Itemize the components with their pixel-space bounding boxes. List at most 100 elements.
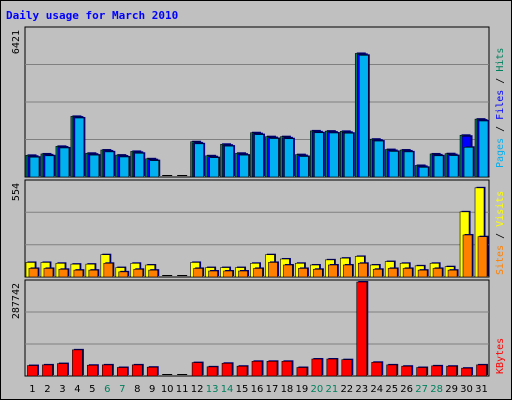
- bar-sites: [238, 270, 248, 278]
- x-tick-label: 26: [400, 384, 413, 395]
- x-tick-label: 13: [206, 384, 219, 395]
- x-tick-label: 15: [236, 384, 249, 395]
- bar-kbytes: [57, 363, 68, 377]
- chart-title: Daily usage for March 2010: [6, 9, 178, 22]
- bar-sites: [193, 268, 203, 278]
- x-tick-label: 28: [430, 384, 443, 395]
- x-tick-label: 31: [475, 384, 488, 395]
- bar-sites: [253, 268, 263, 278]
- bar-sites: [298, 268, 308, 278]
- bar-kbytes: [431, 365, 442, 377]
- x-tick-label: 17: [266, 384, 279, 395]
- bar-pages: [299, 156, 309, 178]
- bar-sites: [58, 268, 69, 278]
- legend-files: Files: [495, 90, 506, 120]
- side-legend: KBytes: [495, 338, 506, 374]
- bar-pages: [44, 155, 55, 178]
- x-tick-label: 19: [296, 384, 309, 395]
- bar-sites: [357, 262, 368, 278]
- bar-kbytes: [221, 362, 233, 377]
- bar-pages: [403, 151, 414, 178]
- bar-sites: [447, 269, 458, 278]
- legend-visits: Visits: [495, 191, 506, 227]
- bar-sites: [103, 262, 114, 278]
- bar-pages: [463, 146, 474, 178]
- bar-kbytes: [461, 367, 472, 377]
- x-tick-label: 4: [74, 384, 80, 395]
- bar-pages: [433, 155, 444, 178]
- bar-sites: [88, 269, 99, 278]
- legend-sites: Sites: [495, 245, 506, 275]
- x-tick-label: 24: [370, 384, 383, 395]
- bar-kbytes: [72, 349, 83, 377]
- bar-pages: [89, 154, 100, 178]
- x-tick-label: 21: [325, 384, 338, 395]
- bar-pages: [224, 145, 234, 178]
- bar-pages: [329, 132, 339, 178]
- x-tick-label: 6: [104, 384, 110, 395]
- chart-panels: 6421 Pages / Files / Hits 554 Sites / Visit…: [11, 26, 506, 377]
- bar-kbytes: [146, 366, 158, 377]
- x-tick-label: 22: [340, 384, 353, 395]
- x-tick-label: 1: [29, 384, 35, 395]
- bar-pages: [388, 151, 399, 178]
- x-tick-label: 23: [355, 384, 368, 395]
- bar-sites: [477, 236, 488, 278]
- bar-kbytes: [296, 367, 308, 377]
- bar-pages: [478, 120, 489, 178]
- bar-sites: [133, 268, 144, 278]
- bar-kbytes: [311, 358, 323, 377]
- bar-kbytes: [341, 359, 353, 377]
- bar-sites: [343, 264, 353, 278]
- bar-sites: [387, 268, 398, 278]
- bar-pages: [269, 138, 279, 178]
- bar-pages: [209, 157, 219, 178]
- legend-hits: Hits: [495, 48, 506, 72]
- bar-sites: [28, 268, 39, 278]
- panel-middle: 554 Sites / Visits: [11, 179, 506, 278]
- bar-kbytes: [266, 360, 278, 377]
- bar-pages: [284, 138, 294, 178]
- bar-kbytes: [116, 367, 128, 377]
- bar-kbytes: [87, 364, 98, 377]
- bar-kbytes: [446, 365, 457, 377]
- x-tick-label: 29: [445, 384, 458, 395]
- bar-pages: [74, 117, 85, 178]
- bar-kbytes: [401, 365, 412, 377]
- y-max-label: 6421: [11, 30, 22, 54]
- bar-sites: [73, 269, 84, 278]
- bar-sites: [268, 262, 278, 278]
- legend-pages: Pages: [495, 138, 506, 168]
- bar-sites: [148, 269, 159, 278]
- bar-kbytes: [281, 360, 293, 377]
- legend-separator: /: [495, 227, 506, 245]
- x-tick-label: 7: [119, 384, 125, 395]
- bar-kbytes: [236, 365, 248, 377]
- bar-sites: [432, 268, 443, 278]
- bar-kbytes: [191, 362, 203, 377]
- bar-pages: [448, 155, 459, 178]
- x-axis-labels: 1 2 3 4 5 6 7 8 9 10 11 12 13 14 15 16 17 18 19 20 21 22 23 24 2…: [29, 384, 488, 395]
- x-tick-label: 10: [161, 384, 174, 395]
- y-max-label: 554: [11, 183, 22, 201]
- bar-pages: [358, 54, 369, 178]
- x-tick-label: 30: [460, 384, 473, 395]
- bar-kbytes: [251, 360, 263, 377]
- y-max-label: 287742: [11, 283, 22, 319]
- bar-kbytes: [206, 366, 218, 377]
- legend-kbytes: KBytes: [495, 338, 506, 374]
- x-tick-label: 27: [415, 384, 428, 395]
- bar-pages: [239, 154, 249, 178]
- bar-pages: [373, 140, 384, 178]
- bar-pages: [344, 132, 354, 178]
- bar-kbytes: [27, 365, 38, 377]
- bar-kbytes: [42, 364, 53, 377]
- bar-sites: [208, 270, 218, 278]
- bar-sites: [223, 270, 233, 278]
- bar-pages: [314, 132, 324, 178]
- bar-sites: [328, 264, 338, 278]
- bar-pages: [149, 160, 160, 178]
- bar-kbytes: [356, 281, 368, 377]
- bar-sites: [402, 268, 413, 278]
